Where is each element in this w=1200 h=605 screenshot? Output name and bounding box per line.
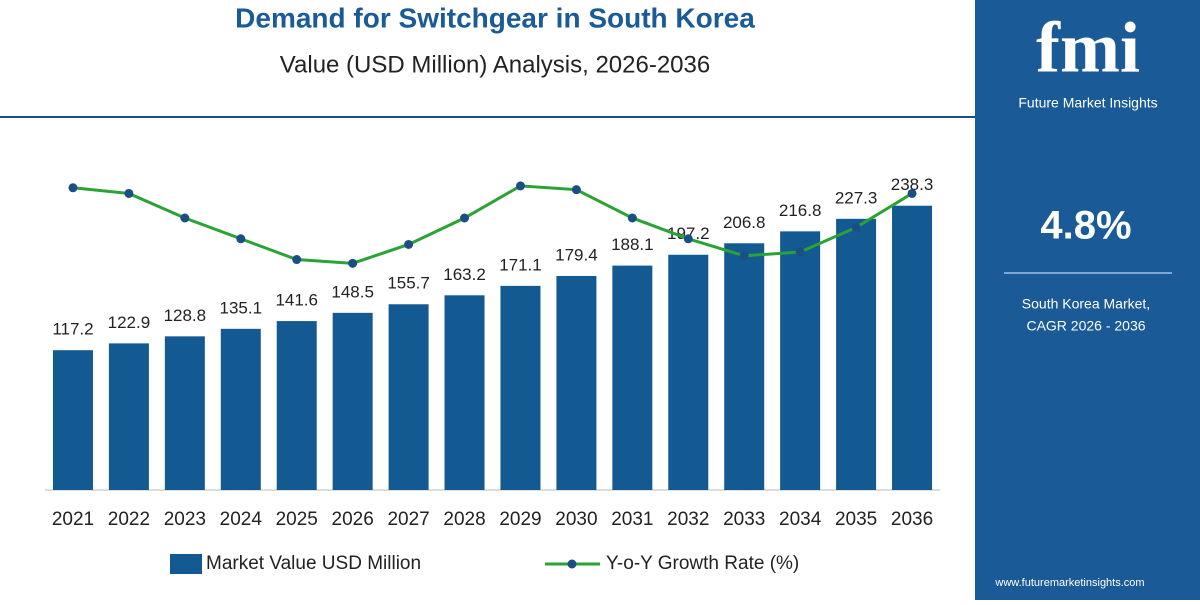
data-label: 216.8 — [779, 201, 822, 220]
bar — [220, 328, 261, 490]
x-tick-label: 2025 — [276, 509, 318, 530]
legend-label: Market Value USD Million — [206, 553, 421, 574]
x-tick-label: 2023 — [164, 509, 206, 530]
x-tick-label: 2026 — [332, 509, 374, 530]
growth-point — [180, 213, 190, 223]
growth-point — [404, 239, 414, 249]
chart-subtitle: Value (USD Million) Analysis, 2026-2036 — [280, 51, 710, 78]
data-label: 197.2 — [667, 224, 710, 243]
x-tick-label: 2032 — [667, 509, 709, 530]
x-tick-label: 2024 — [220, 509, 263, 530]
bar — [836, 218, 877, 490]
chart-title: Demand for Switchgear in South Korea — [235, 2, 755, 33]
growth-point — [683, 234, 693, 244]
growth-point — [236, 234, 246, 244]
bar — [108, 343, 149, 490]
growth-point — [739, 251, 749, 261]
data-label: 117.2 — [52, 320, 93, 339]
bar — [724, 243, 765, 490]
cagr-caption: South Korea Market, — [1022, 296, 1150, 312]
growth-point — [907, 188, 917, 198]
data-label: 128.8 — [164, 306, 207, 325]
data-label: 163.2 — [443, 265, 486, 284]
data-label: 206.8 — [723, 213, 766, 232]
data-label: 122.9 — [108, 313, 151, 332]
x-tick-label: 2028 — [443, 509, 485, 530]
bar — [892, 205, 933, 490]
cagr-caption: CAGR 2026 - 2036 — [1026, 318, 1145, 334]
growth-line — [72, 184, 913, 265]
growth-point — [795, 247, 805, 257]
data-label: 238.3 — [891, 175, 934, 194]
bar — [556, 275, 597, 490]
growth-point — [460, 213, 470, 223]
bar — [276, 321, 317, 490]
growth-point — [627, 213, 637, 223]
legend-label: Y-o-Y Growth Rate (%) — [606, 553, 799, 574]
x-tick-label: 2030 — [555, 509, 597, 530]
cagr-value: 4.8% — [1040, 204, 1131, 248]
x-tick-label: 2034 — [779, 509, 822, 530]
brand: Future Market Insights — [1018, 95, 1157, 111]
bar — [332, 312, 373, 490]
growth-point — [515, 181, 525, 191]
bar — [444, 295, 485, 490]
sidebar — [975, 0, 1200, 600]
x-tick-label: 2031 — [611, 509, 653, 530]
growth-point — [68, 183, 78, 193]
legend-swatch — [567, 559, 577, 569]
growth-point — [571, 185, 581, 195]
data-label: 171.1 — [499, 255, 542, 274]
bar — [52, 350, 93, 490]
data-label: 155.7 — [387, 274, 430, 293]
logo: fmi — [1036, 8, 1140, 88]
url: www.futuremarketinsights.com — [994, 577, 1144, 589]
growth-point — [124, 188, 134, 198]
growth-point — [851, 222, 861, 232]
bar — [500, 285, 541, 490]
bar — [164, 336, 205, 490]
data-label: 179.4 — [555, 245, 598, 264]
bar — [780, 231, 821, 491]
x-tick-label: 2021 — [52, 509, 94, 530]
x-tick-label: 2036 — [891, 509, 933, 530]
x-tick-label: 2035 — [835, 509, 877, 530]
x-tick-label: 2033 — [723, 509, 765, 530]
legend-swatch — [170, 554, 202, 574]
data-label: 135.1 — [220, 298, 263, 317]
x-tick-label: 2029 — [499, 509, 541, 530]
data-label: 227.3 — [835, 188, 878, 207]
x-tick-label: 2022 — [108, 509, 150, 530]
x-tick-label: 2027 — [387, 509, 429, 530]
bar — [612, 265, 653, 490]
growth-point — [292, 255, 302, 265]
data-label: 188.1 — [611, 235, 654, 254]
data-label: 148.5 — [331, 282, 374, 301]
bar — [668, 254, 709, 490]
bar — [388, 304, 429, 490]
growth-point — [348, 258, 358, 268]
data-label: 141.6 — [275, 291, 318, 310]
